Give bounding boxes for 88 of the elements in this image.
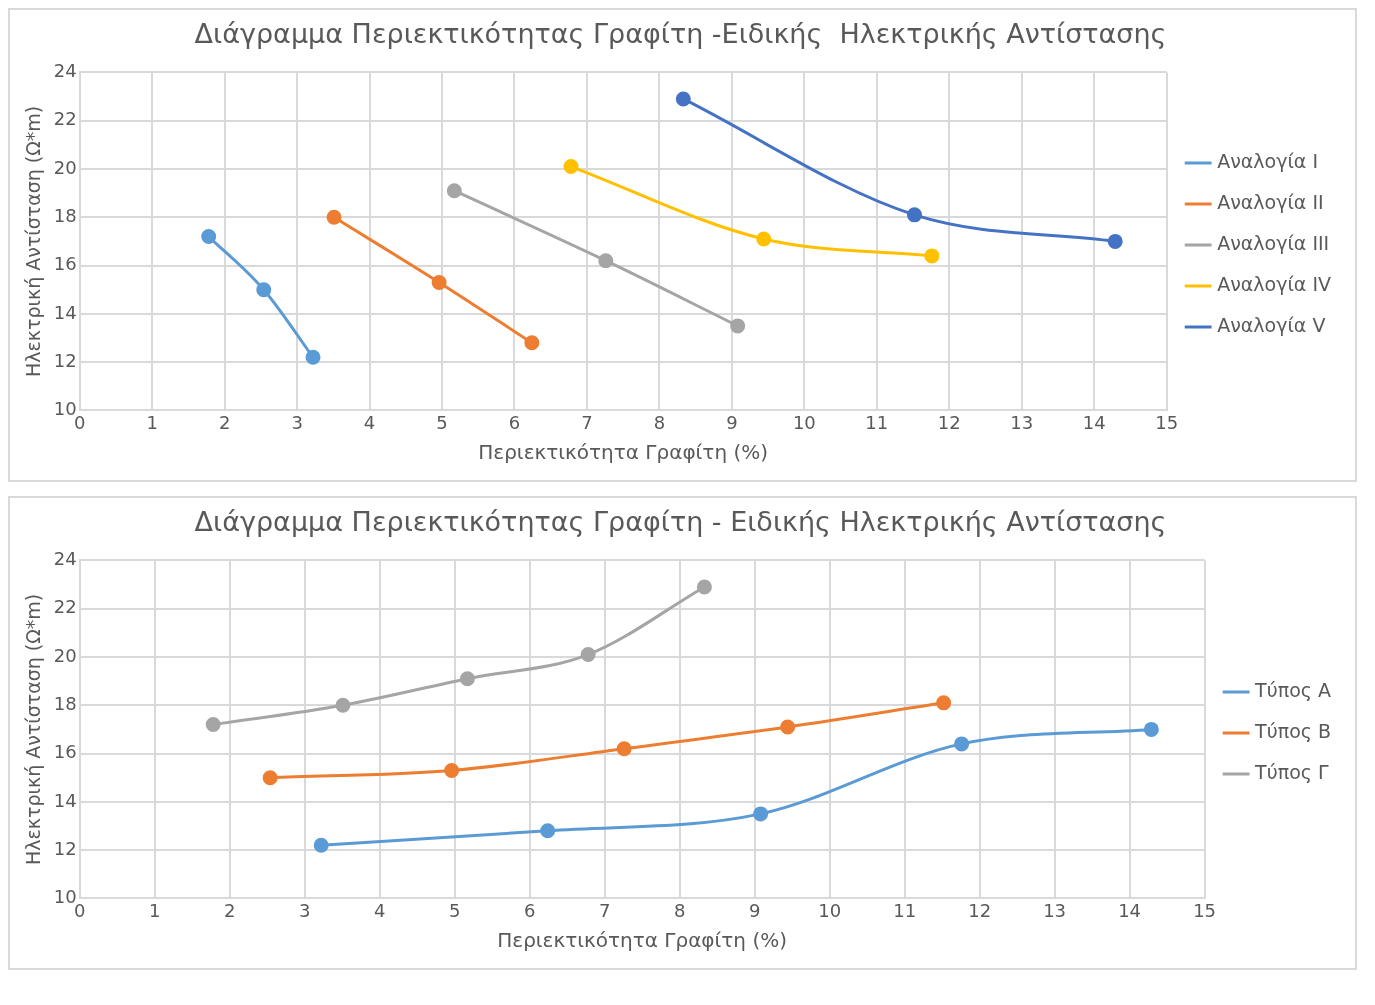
chart-title: Διάγραμμα Περιεκτικότητας Γραφίτη - Ειδικής Ηλεκτρικής Αντίστασης (194, 506, 1167, 538)
point (431, 274, 447, 290)
point (524, 335, 540, 351)
x-tick-label: 3 (291, 411, 303, 433)
y-tick-label: 14 (53, 789, 77, 811)
point (954, 736, 970, 752)
y-tick-label: 20 (53, 644, 77, 666)
x-tick-label: 9 (748, 899, 761, 921)
point (256, 282, 272, 298)
point (201, 229, 217, 245)
y-tick-label: 16 (53, 253, 77, 275)
point (753, 806, 769, 822)
point (696, 579, 712, 595)
x-tick-label: 9 (726, 411, 738, 433)
point (313, 837, 329, 853)
point (335, 697, 351, 713)
y-tick-label: 16 (53, 741, 77, 763)
y-tick-label: 18 (53, 204, 77, 226)
x-tick-label: 14 (1082, 411, 1106, 433)
y-tick-label: 14 (53, 301, 77, 323)
x-tick-label: 8 (653, 411, 666, 433)
x-tick-label: 7 (598, 899, 611, 921)
x-tick-label: 1 (148, 899, 161, 921)
x-tick-label: 15 (1193, 899, 1217, 921)
point (924, 248, 940, 264)
point (305, 349, 321, 365)
point (730, 318, 746, 334)
legend-label: Αναλογία III (1217, 231, 1330, 254)
x-tick-label: 11 (893, 899, 917, 921)
y-tick-label: 18 (53, 692, 77, 714)
x-tick-label: 11 (865, 411, 889, 433)
y-tick-label: 12 (53, 349, 77, 371)
y-tick-label: 22 (53, 108, 77, 130)
x-tick-label: 13 (1010, 411, 1034, 433)
point (446, 183, 462, 199)
legend-label: Τύπος B (1254, 719, 1331, 742)
point (598, 253, 614, 269)
y-tick-label: 22 (53, 596, 77, 618)
point (205, 717, 221, 733)
y-axis-title: Ηλεκτρική Αντίσταση (Ω*m) (22, 593, 45, 865)
y-axis-title: Ηλεκτρική Αντίσταση (Ω*m) (22, 105, 45, 377)
point (580, 647, 596, 663)
x-tick-label: 6 (523, 899, 536, 921)
point (756, 231, 772, 247)
chart-title: Διάγραμμα Περιεκτικότητας Γραφίτη -Ειδικής Ηλεκτρικής Αντίστασης (194, 18, 1167, 50)
x-tick-label: 5 (436, 411, 448, 433)
point (563, 159, 579, 175)
x-tick-label: 10 (818, 899, 842, 921)
x-tick-label: 2 (223, 899, 236, 921)
legend-label: Αναλογία II (1217, 190, 1324, 213)
x-tick-label: 4 (373, 899, 386, 921)
point (1107, 233, 1123, 249)
x-tick-label: 2 (218, 411, 231, 433)
x-tick-label: 14 (1118, 899, 1142, 921)
x-tick-label: 8 (673, 899, 686, 921)
point (675, 91, 691, 107)
y-tick-label: 12 (53, 837, 77, 859)
x-tick-label: 12 (968, 899, 992, 921)
y-tick-label: 24 (53, 548, 77, 570)
x-tick-label: 3 (298, 899, 311, 921)
legend-label: Αναλογία V (1217, 313, 1326, 336)
x-tick-label: 6 (508, 411, 521, 433)
y-tick-label: 24 (53, 60, 77, 82)
point (326, 209, 342, 225)
legend-label: Τύπος A (1254, 678, 1331, 701)
x-tick-label: 15 (1155, 411, 1179, 433)
x-tick-label: 13 (1043, 899, 1067, 921)
x-tick-label: 7 (581, 411, 593, 433)
x-axis-title: Περιεκτικότητα Γραφίτη (%) (478, 440, 769, 465)
point (459, 671, 475, 687)
point (1143, 721, 1159, 737)
legend-label: Αναλογία IV (1217, 272, 1331, 295)
point (906, 207, 922, 223)
legend-label: Αναλογία I (1217, 149, 1319, 172)
x-axis-title: Περιεκτικότητα Γραφίτη (%) (497, 928, 788, 953)
point (616, 741, 632, 757)
x-tick-label: 12 (937, 411, 961, 433)
y-tick-label: 20 (53, 156, 77, 178)
x-tick-label: 1 (146, 411, 158, 433)
legend-label: Τύπος Γ (1254, 760, 1329, 783)
point (780, 719, 796, 735)
point (540, 823, 556, 839)
x-tick-label: 10 (792, 411, 816, 433)
point (444, 762, 460, 778)
x-tick-label: 4 (363, 411, 376, 433)
x-tick-label: 5 (448, 899, 461, 921)
point (936, 695, 952, 711)
point (262, 770, 278, 786)
